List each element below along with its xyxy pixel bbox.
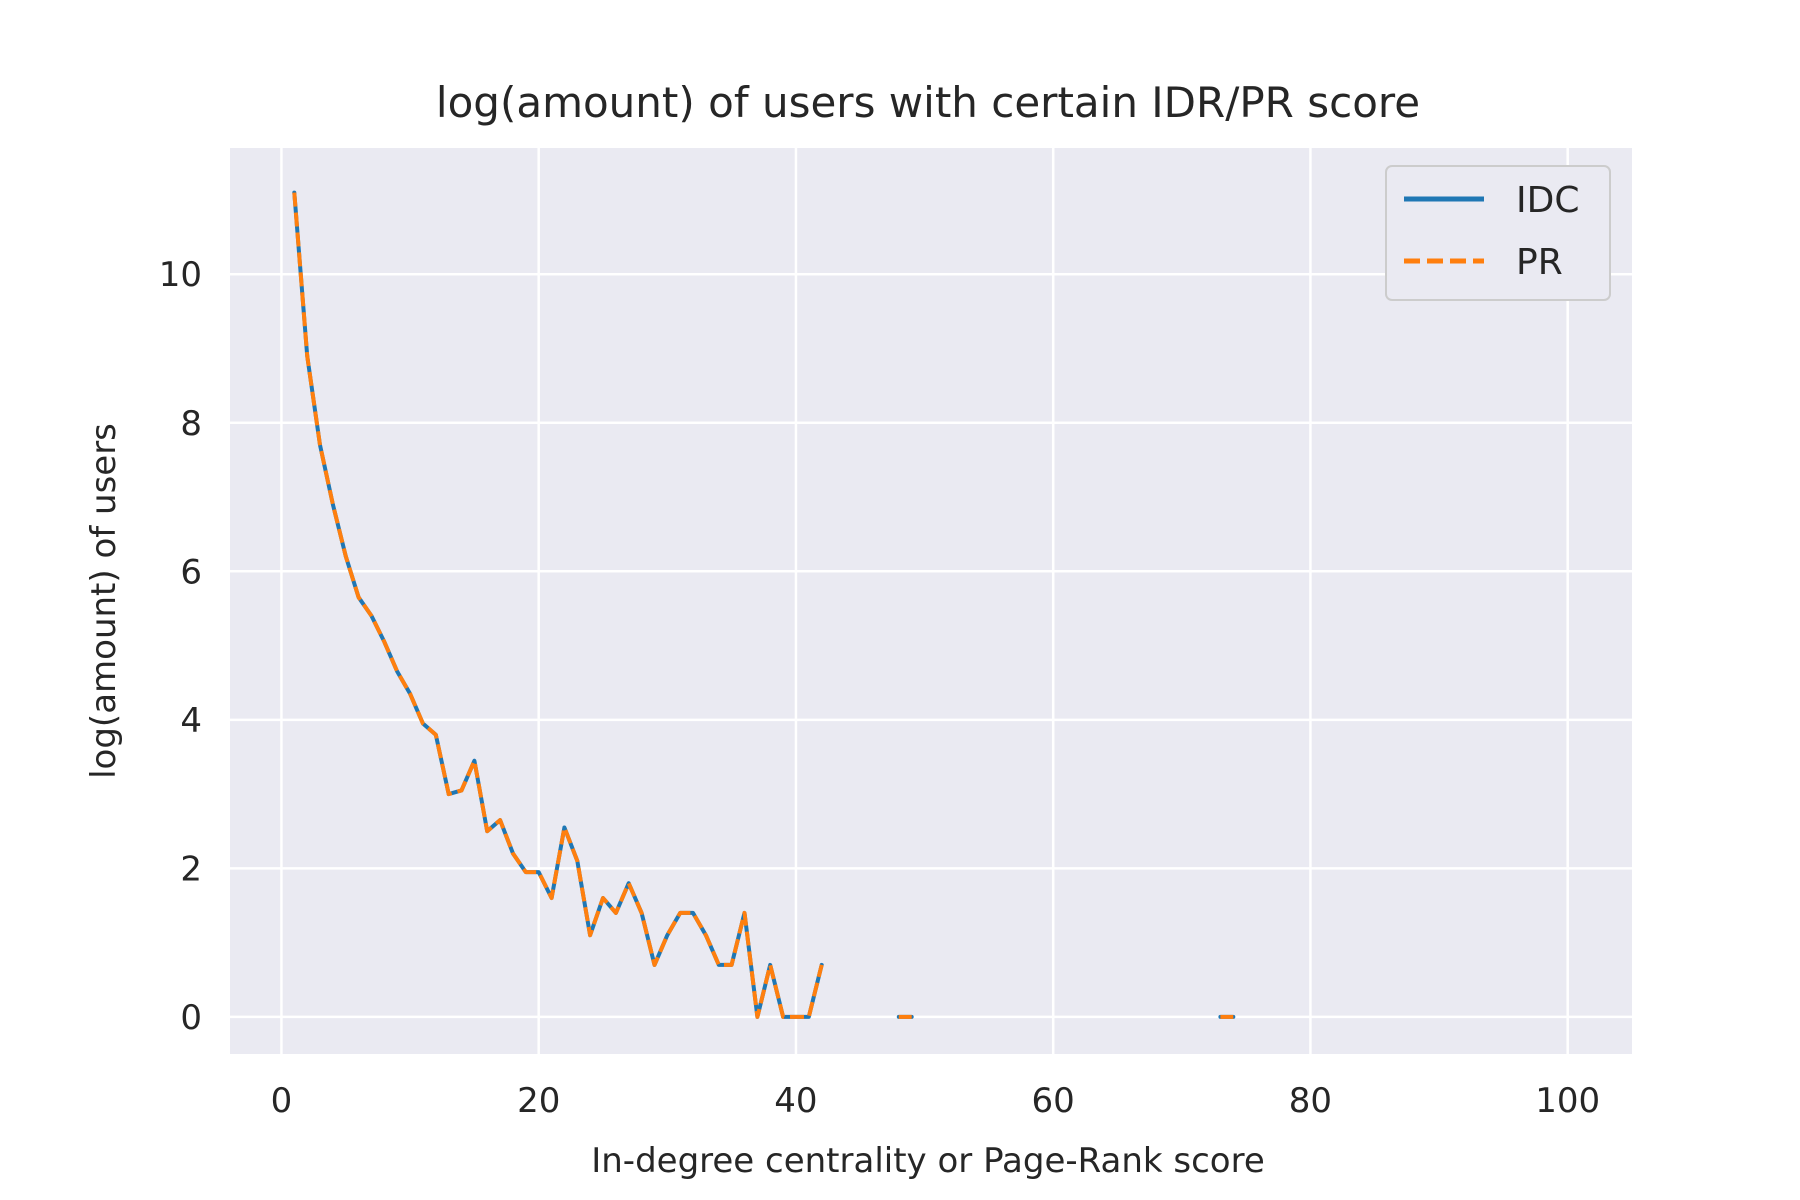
y-tick-label: 4 — [180, 701, 202, 741]
series-pr — [292, 192, 1234, 1019]
x-axis-ticks: 0 20 40 60 80 100 — [271, 1081, 1601, 1121]
x-tick-label: 60 — [1032, 1081, 1075, 1121]
series-line-pr — [292, 192, 824, 1019]
y-axis-label: log(amount) of users — [84, 423, 124, 779]
gridlines — [230, 148, 1632, 1054]
x-tick-label: 20 — [517, 1081, 560, 1121]
x-tick-label: 40 — [774, 1081, 817, 1121]
x-tick-label: 100 — [1535, 1081, 1600, 1121]
x-tick-label: 80 — [1289, 1081, 1332, 1121]
y-tick-label: 6 — [180, 552, 202, 592]
legend-label-pr: PR — [1516, 242, 1563, 283]
y-tick-label: 2 — [180, 849, 202, 889]
y-tick-label: 10 — [159, 255, 202, 295]
y-axis-ticks: 0 2 4 6 8 10 — [159, 255, 202, 1038]
legend-label-idc: IDC — [1516, 180, 1579, 221]
x-tick-label: 0 — [271, 1081, 293, 1121]
chart-title: log(amount) of users with certain IDR/PR… — [436, 78, 1420, 127]
series-layer — [292, 190, 1236, 1019]
y-tick-label: 8 — [180, 404, 202, 444]
legend: IDC PR — [1385, 165, 1611, 301]
x-axis-label: In-degree centrality or Page-Rank score — [591, 1141, 1265, 1181]
y-tick-label: 0 — [180, 998, 202, 1038]
